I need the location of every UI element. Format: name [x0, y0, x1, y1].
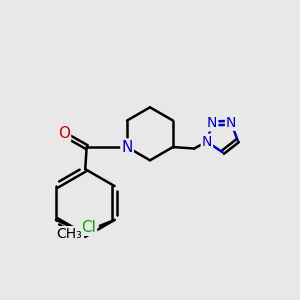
Text: O: O [58, 126, 70, 141]
Text: N: N [226, 116, 236, 130]
Text: N: N [122, 140, 133, 154]
Text: CH₃: CH₃ [56, 227, 82, 241]
Text: N: N [207, 116, 217, 130]
Text: N: N [202, 135, 212, 149]
Text: Cl: Cl [81, 220, 96, 235]
